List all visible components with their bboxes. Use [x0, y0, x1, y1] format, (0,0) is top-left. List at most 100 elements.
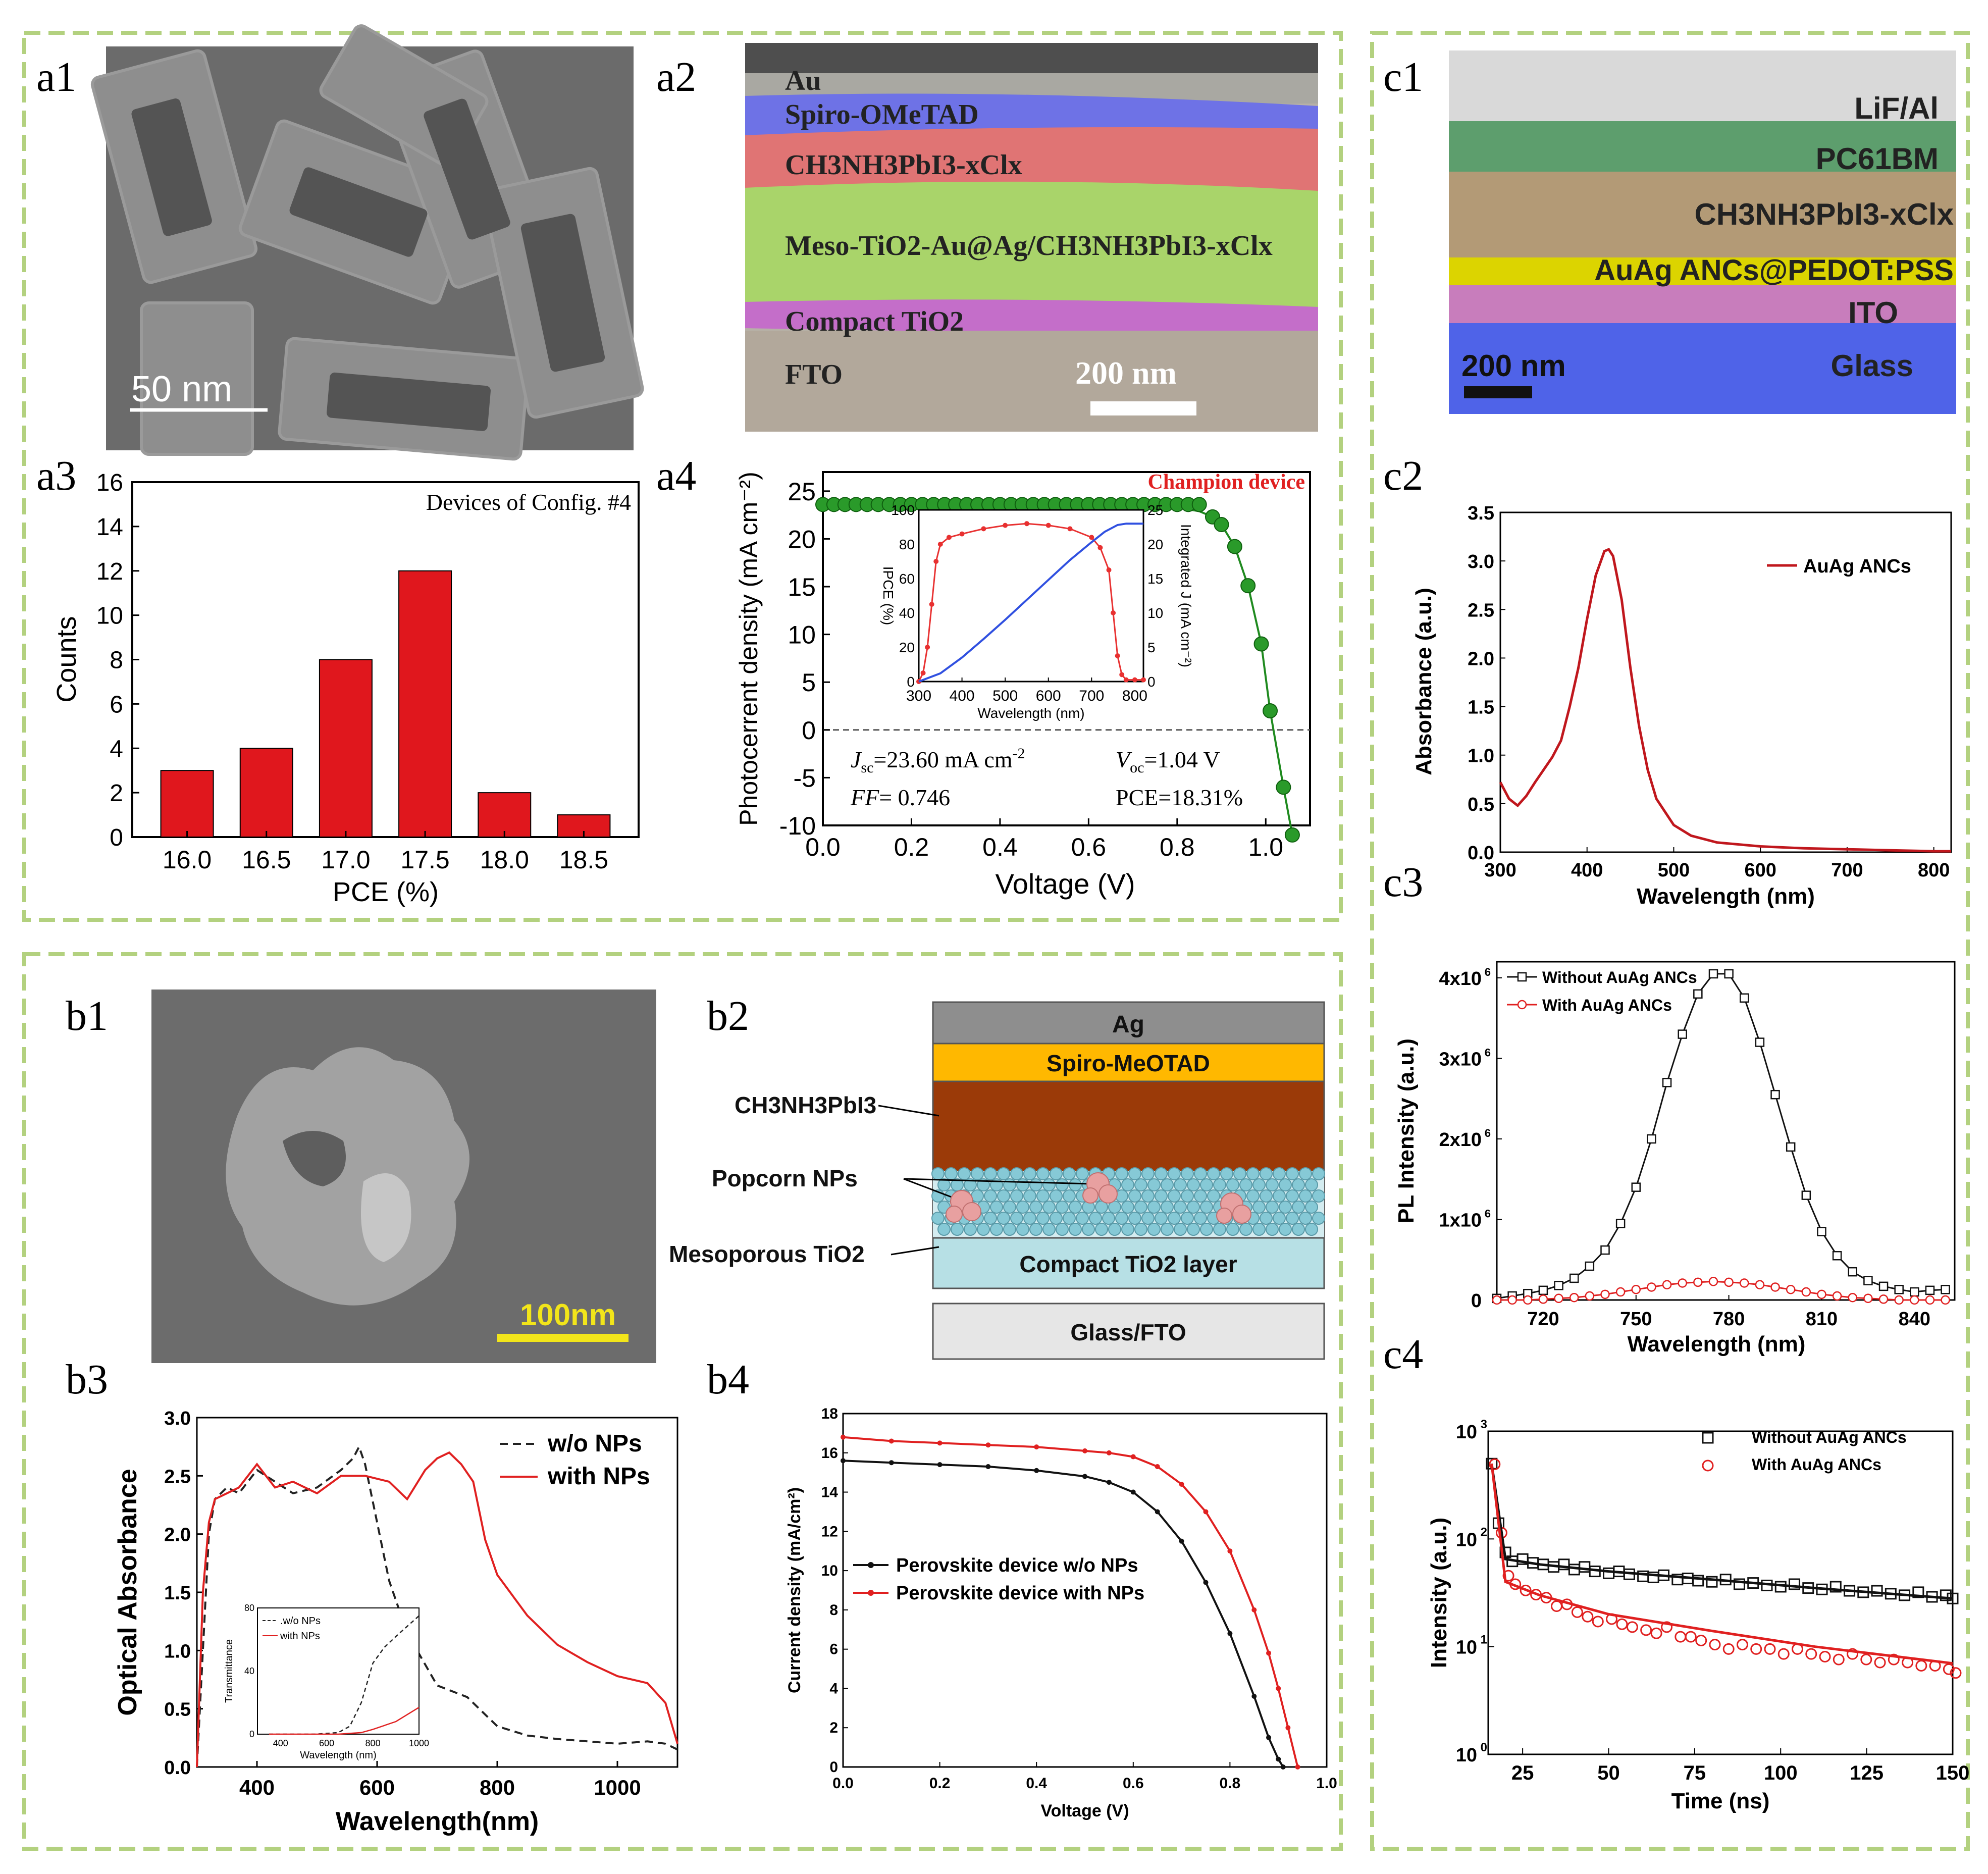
y-tick-label: 3.0: [1468, 551, 1494, 572]
a1-scale-label: 50 nm: [131, 369, 232, 409]
tio2-particle: [958, 1167, 971, 1180]
tio2-particle: [990, 1223, 1003, 1236]
pl-marker: [1832, 1251, 1842, 1261]
y-tick-label: 2.5: [1468, 600, 1494, 621]
pl-marker: [1755, 1280, 1765, 1289]
tio2-particle: [1108, 1201, 1121, 1214]
ff-annotation: FF= 0.746: [850, 785, 950, 810]
jv-marker: [985, 1442, 991, 1448]
c1-scale-label: 200 nm: [1461, 349, 1566, 383]
tio2-particle: [1161, 1201, 1174, 1214]
inset-x-tick: 300: [906, 688, 931, 704]
tio2-particle: [1292, 1201, 1305, 1214]
pl-marker: [1647, 1282, 1656, 1292]
a2-sem-image: Au Spiro-OMeTAD CH3NH3PbI3-xClx Meso-TiO…: [745, 43, 1318, 432]
tio2-particle: [1141, 1212, 1155, 1225]
tio2-particle: [1239, 1223, 1252, 1236]
decay-marker: [1502, 1570, 1514, 1582]
y-tick-label: 1.5: [1468, 697, 1494, 718]
y-tick-label: 14: [96, 514, 123, 541]
x-axis-label: PCE (%): [333, 877, 439, 907]
jv-marker: [1130, 1454, 1136, 1460]
tio2-particle: [1023, 1189, 1036, 1203]
annotation-part: oc: [1130, 759, 1144, 776]
tio2-particle: [1200, 1223, 1213, 1236]
label-a3: a3: [36, 452, 76, 499]
a2-scale-label: 200 nm: [1075, 355, 1177, 391]
y-tick-label: 0: [829, 1759, 838, 1776]
jv-series-0: [843, 1460, 1284, 1768]
tio2-particle: [1279, 1178, 1292, 1191]
y-axis-label: PL Intensity (a.u.): [1394, 1038, 1419, 1223]
decay-marker: [1789, 1578, 1801, 1590]
jv-marker: [888, 1460, 894, 1466]
pl-marker: [1801, 1287, 1811, 1297]
tio2-particle: [1252, 1178, 1266, 1191]
c1-layer-pcbm: PC61BM: [1816, 142, 1939, 176]
inset-wo: [269, 1615, 420, 1735]
x-tick-label: 400: [1571, 860, 1603, 881]
jv-marker: [985, 1464, 991, 1469]
inset-y-label: IPCE (%): [880, 566, 896, 626]
tio2-particle: [1305, 1178, 1318, 1191]
chart-c2: 0.0 0.5 1.0 1.5 2.0 2.5 3.0 3.5 300 400 500 600 700 8…: [1411, 503, 1952, 909]
tio2-particle: [1187, 1223, 1200, 1236]
pl-marker: [1538, 1285, 1548, 1295]
tio2-particle: [1042, 1178, 1056, 1191]
inset-y2-tick: 0: [1147, 674, 1156, 690]
label-c2: c2: [1383, 452, 1423, 499]
decay-marker: [1592, 1616, 1604, 1628]
pl-marker: [1662, 1280, 1672, 1289]
a2-layer-compact: Compact TiO2: [785, 306, 964, 337]
pl-marker: [1740, 1278, 1749, 1288]
jv-marker: [1203, 1509, 1209, 1515]
tio2-particle: [964, 1223, 977, 1236]
decay-marker: [1650, 1627, 1662, 1639]
y-tick-label: 15: [788, 573, 816, 601]
y-tick-label: 12: [821, 1523, 838, 1540]
y-tick-label: 2: [110, 780, 123, 807]
pl-marker: [1631, 1285, 1641, 1294]
x-tick-label: 0.4: [1026, 1775, 1047, 1792]
annotation-part: V: [1116, 747, 1132, 772]
x-axis-label: Wavelength (nm): [1628, 1332, 1806, 1357]
y-axis-label: Intensity (a.u.): [1427, 1518, 1451, 1668]
decay-marker: [1888, 1653, 1900, 1665]
jv-marker: [1253, 636, 1269, 652]
legend-label-wo: w/o NPs: [547, 1430, 642, 1457]
tio2-particle: [1181, 1189, 1194, 1203]
jv-marker: [937, 1462, 943, 1468]
inset-y-tick: 20: [899, 640, 915, 655]
inset-x-tick: 500: [992, 688, 1018, 704]
decay-marker: [1692, 1575, 1704, 1587]
jv-marker: [1082, 1474, 1087, 1479]
ipce-marker: [1089, 535, 1094, 540]
decay-marker: [1571, 1606, 1583, 1618]
decay-marker: [1582, 1610, 1594, 1623]
tio2-particle: [1128, 1167, 1141, 1180]
x-tick-label: 16.0: [163, 846, 212, 874]
x-tick-label: 0.4: [982, 833, 1018, 861]
decay-marker: [1833, 1653, 1845, 1665]
tio2-particle: [1260, 1189, 1273, 1203]
inset-y-tick: 0: [907, 674, 915, 690]
x-tick-label: 50: [1597, 1762, 1620, 1784]
tio2-particle: [1010, 1212, 1023, 1225]
pl-marker: [1755, 1037, 1765, 1047]
jv-marker: [937, 1440, 943, 1446]
tio2-particle: [1063, 1189, 1076, 1203]
y-tick-label: 0: [110, 824, 123, 851]
pl-marker: [1678, 1278, 1687, 1288]
c1-layer-ito: ITO: [1848, 296, 1898, 330]
ipce-marker: [1097, 545, 1103, 550]
chart-b4: 0 2 4 6 8 10 12 14 16 18 0.0 0.2 0.4 0.6 0.8 1.0 Perovsk…: [785, 1406, 1337, 1820]
x-tick-label: 1.0: [1316, 1775, 1337, 1792]
tio2-particle: [1134, 1178, 1147, 1191]
decay-marker: [1805, 1648, 1817, 1660]
label-c1: c1: [1383, 54, 1423, 100]
series-with-nps: [196, 1451, 678, 1767]
tio2-particle: [1252, 1223, 1266, 1236]
jv-marker: [1179, 1482, 1184, 1487]
pl-marker: [1724, 969, 1734, 979]
ipce-marker: [1132, 677, 1137, 683]
